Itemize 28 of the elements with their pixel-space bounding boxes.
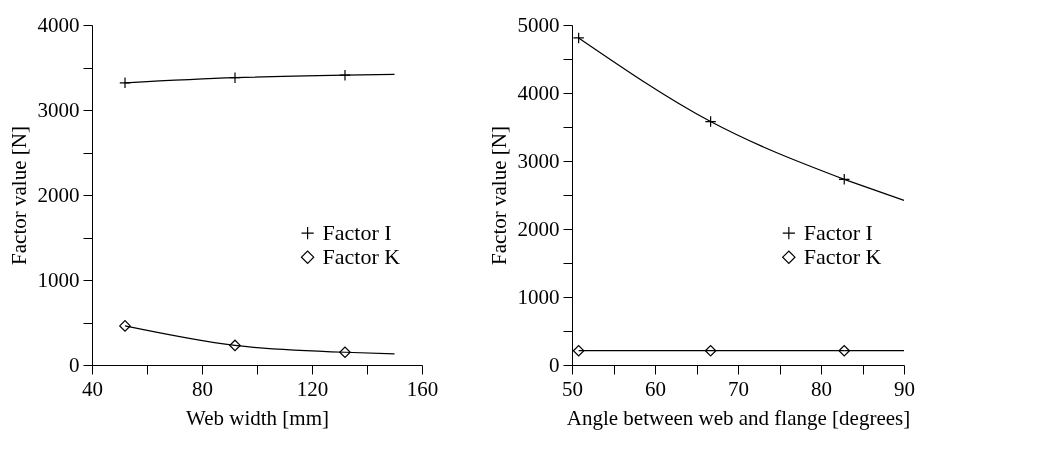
y-tick-label: 4000 [517,80,560,105]
y-tick-label: 0 [69,352,80,377]
x-tick-label: 80 [192,376,213,401]
y-axis-title: Factor value [N] [486,126,511,265]
y-tick-label: 3000 [517,148,560,173]
legend-label: Factor K [803,244,882,270]
y-tick-label: 2000 [37,182,80,207]
y-tick-label: 1000 [517,284,560,309]
x-tick-label: 120 [296,376,329,401]
y-tick-label: 1000 [37,267,80,292]
legend-label: Factor K [322,244,401,270]
x-axis-title: Web width [mm] [186,405,329,430]
y-axis-title: Factor value [N] [6,126,31,265]
x-tick-label: 90 [894,376,915,401]
y-tick-label: 2000 [517,216,560,241]
legend-label: Factor I [803,220,873,246]
x-tick-label: 50 [562,376,583,401]
x-tick-label: 160 [406,376,439,401]
legend-label: Factor I [322,220,392,246]
x-axis-title: Angle between web and flange [degrees] [566,405,911,430]
x-tick-label: 60 [645,376,666,401]
x-tick-label: 70 [728,376,749,401]
x-tick-label: 80 [811,376,832,401]
y-tick-label: 3000 [37,97,80,122]
y-tick-label: 0 [549,352,560,377]
y-tick-label: 5000 [517,12,560,37]
x-tick-label: 40 [82,376,103,401]
y-tick-label: 4000 [37,12,80,37]
